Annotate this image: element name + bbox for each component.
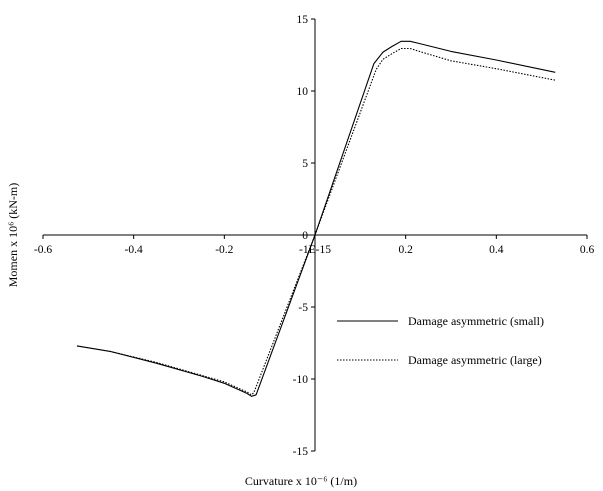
series-line-small bbox=[76, 40, 556, 397]
y-tick-label: 15 bbox=[297, 14, 309, 26]
series-lines bbox=[76, 40, 556, 397]
x-tick-label: -1E-15 bbox=[299, 244, 331, 256]
x-tick-label: 0.6 bbox=[580, 244, 595, 256]
x-tick-label: 0.4 bbox=[489, 244, 504, 256]
y-tick-label: -5 bbox=[298, 302, 308, 314]
y-tick-label: 10 bbox=[297, 86, 309, 98]
y-tick-label: -10 bbox=[293, 374, 309, 386]
x-tick-label: -0.6 bbox=[34, 244, 52, 256]
x-axis-label: Curvature x 10⁻⁶ (1/m) bbox=[245, 474, 357, 488]
x-tick-label: -0.4 bbox=[125, 244, 143, 256]
legend-label: Damage asymmetric (large) bbox=[408, 353, 542, 367]
x-tick-label: 0.2 bbox=[398, 244, 413, 256]
y-tick-label: 0 bbox=[302, 230, 308, 242]
x-tick-label: -0.2 bbox=[215, 244, 233, 256]
y-axis-label: Momen x 10⁶ (kN-m) bbox=[6, 183, 20, 288]
y-tick-label: -15 bbox=[293, 446, 309, 458]
tick-labels: -0.6 -0.4 -0.2 -1E-15 0.2 0.4 0.6 15 10 5 0 -5 -10 -1… bbox=[34, 14, 595, 458]
legend: Damage asymmetric (small) Damage asymmetr… bbox=[337, 314, 544, 367]
legend-label: Damage asymmetric (small) bbox=[408, 314, 544, 328]
series-line-large bbox=[76, 47, 556, 396]
y-tick-label: 5 bbox=[302, 158, 308, 170]
